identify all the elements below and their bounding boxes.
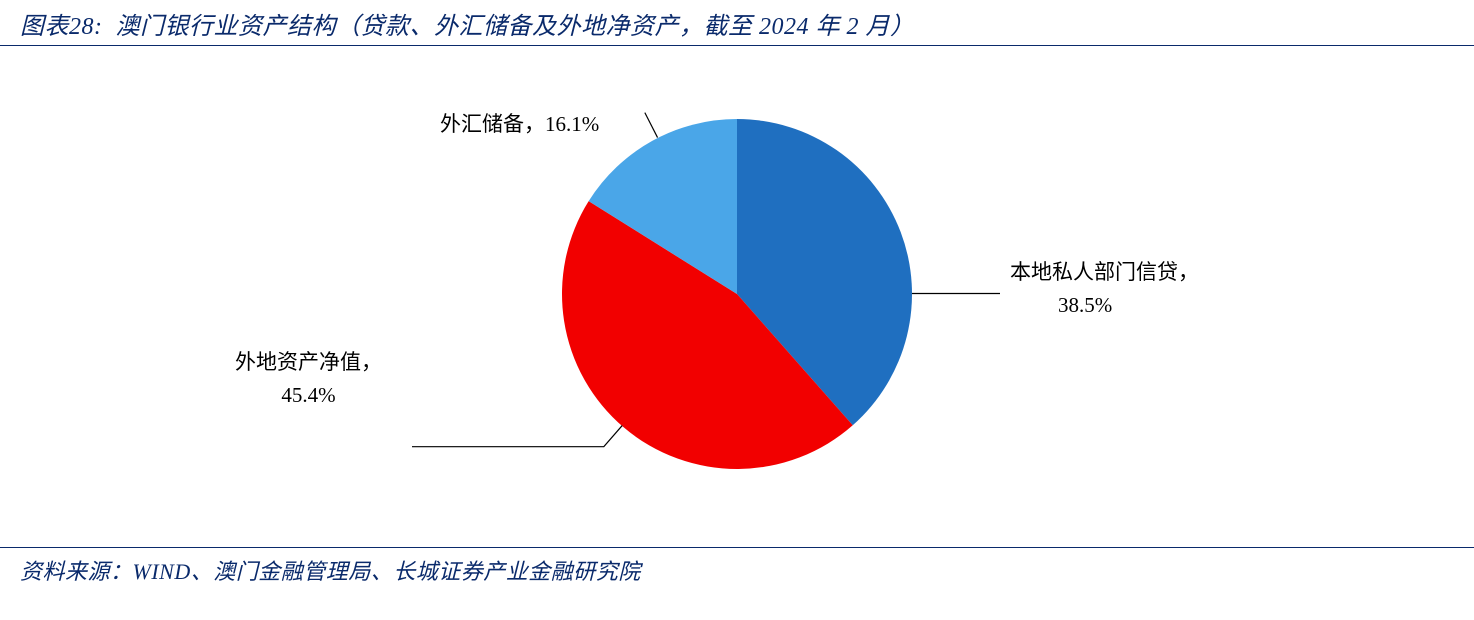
chart-source: 资料来源：WIND、澳门金融管理局、长城证券产业金融研究院 (20, 559, 641, 584)
pie-chart-area: 本地私人部门信贷，38.5% 外地资产净值，45.4% 外汇储备，16.1% (0, 46, 1474, 541)
leader-lines (0, 46, 1474, 541)
slice-label-2: 外汇储备，16.1% (440, 108, 599, 141)
leader-line-2 (645, 113, 658, 138)
slice-label-line1-1: 外地资产净值， (235, 346, 382, 379)
leader-line-1 (412, 426, 622, 447)
chart-title-bar: 图表28: 澳门银行业资产结构（贷款、外汇储备及外地净资产，截至 2024 年 … (0, 0, 1474, 46)
slice-label-line2-1: 45.4% (235, 379, 382, 412)
source-en: WIND (133, 559, 191, 584)
slice-label-1: 外地资产净值，45.4% (235, 346, 382, 411)
slice-label-0: 本地私人部门信贷，38.5% (1010, 256, 1199, 321)
slice-label-line1-0: 本地私人部门信贷， (1010, 256, 1199, 289)
title-separator: : (94, 14, 103, 40)
source-label: 资料来源： (20, 559, 133, 584)
source-rest: 、澳门金融管理局、长城证券产业金融研究院 (191, 559, 641, 584)
slice-label-line2-0: 38.5% (1010, 289, 1199, 322)
title-number: 28 (69, 14, 94, 40)
title-text: 澳门银行业资产结构（贷款、外汇储备及外地净资产，截至 2024 年 2 月） (116, 14, 915, 40)
chart-title: 图表28: 澳门银行业资产结构（贷款、外汇储备及外地净资产，截至 2024 年 … (20, 14, 915, 40)
slice-label-line1-2: 外汇储备，16.1% (440, 108, 599, 141)
title-prefix: 图表 (20, 14, 69, 40)
chart-footer-bar: 资料来源：WIND、澳门金融管理局、长城证券产业金融研究院 (0, 547, 1474, 586)
